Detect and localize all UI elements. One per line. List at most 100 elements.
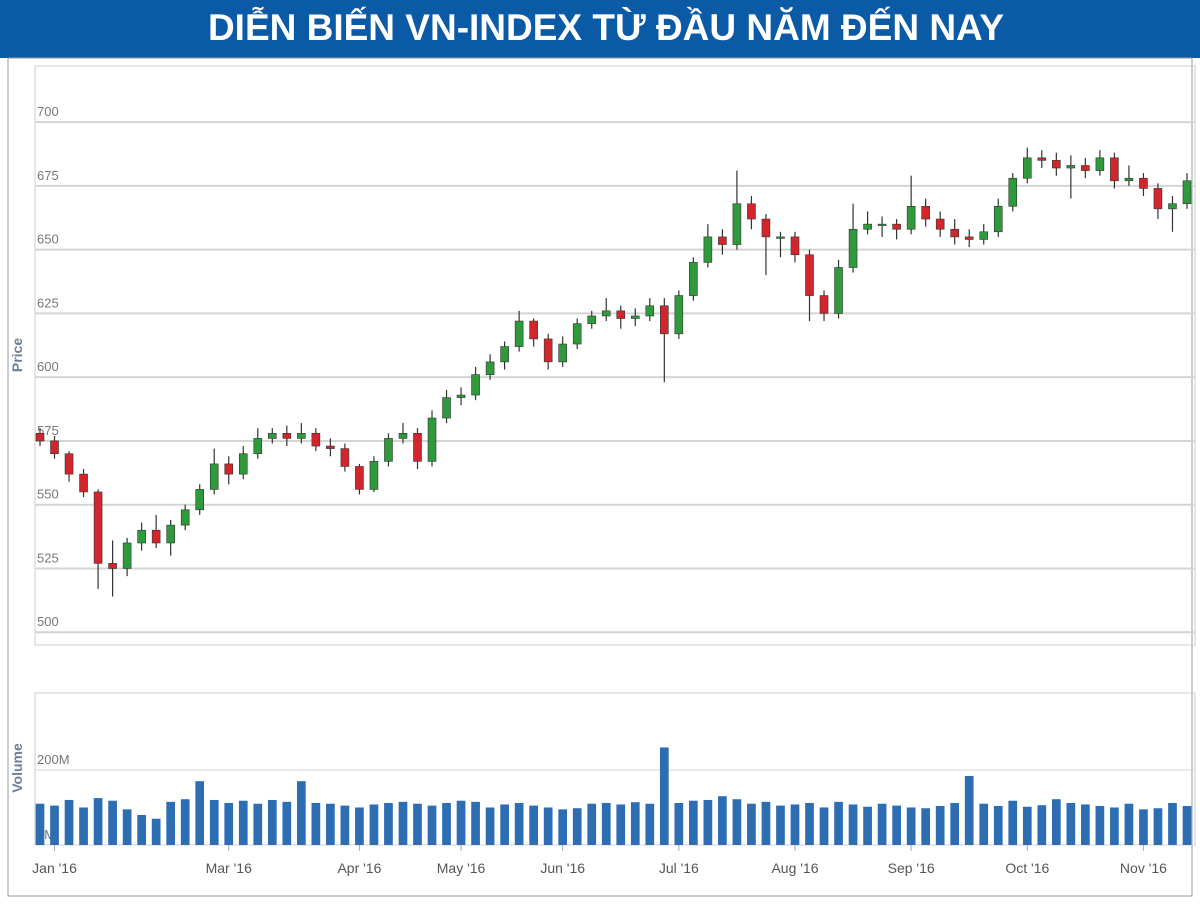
volume-axis-title: Volume: [9, 743, 25, 793]
candle-body: [137, 529, 146, 544]
volume-bar: [558, 809, 568, 845]
candle-body: [282, 432, 292, 439]
x-tick-label: Apr '16: [337, 860, 381, 876]
candle-body: [964, 236, 974, 240]
title-bar: [0, 0, 1200, 58]
y-tick-label: 550: [37, 487, 59, 502]
candle-body: [340, 448, 350, 467]
volume-bar: [848, 804, 858, 845]
candle-body: [543, 338, 553, 363]
volume-panel: [34, 692, 1196, 846]
candle-body: [1153, 188, 1163, 210]
candle-body: [1022, 157, 1032, 179]
volume-bar: [659, 747, 669, 845]
volume-bar: [1037, 805, 1047, 845]
volume-bar: [1066, 802, 1076, 845]
candle-body: [877, 223, 887, 226]
candle-body: [906, 205, 916, 230]
candle-body: [1168, 203, 1177, 210]
volume-bar: [1022, 806, 1032, 845]
candle-body: [601, 310, 611, 317]
x-tick-label: Jun '16: [540, 860, 585, 876]
candle-body: [166, 524, 175, 544]
candle-body: [558, 343, 567, 363]
candle-body: [35, 432, 45, 442]
volume-bar: [1081, 804, 1090, 845]
volume-bar: [224, 802, 234, 845]
volume-bar: [747, 803, 756, 845]
candle-body: [848, 228, 858, 268]
frame: [7, 57, 1193, 897]
volume-bar: [79, 807, 88, 845]
chart-title: DIỄN BIẾN VN-INDEX TỪ ĐẦU NĂM ĐẾN NAY: [208, 6, 1004, 48]
candle-body: [1110, 157, 1119, 182]
candle-body: [761, 218, 771, 238]
y-tick-label: 675: [37, 168, 59, 183]
candle-body: [921, 205, 930, 220]
volume-bar: [195, 781, 205, 845]
volume-bar: [166, 801, 176, 845]
candle-body: [195, 489, 205, 511]
candle-body: [834, 267, 843, 314]
volume-bar: [805, 802, 814, 845]
volume-bar: [819, 807, 829, 845]
candle-body: [790, 236, 800, 256]
candle-body: [209, 463, 219, 490]
candle-body: [122, 542, 132, 569]
volume-bar: [427, 805, 437, 845]
y-tick-label: 700: [37, 104, 59, 119]
candle-body: [108, 563, 117, 569]
x-tick-label: Sep '16: [888, 860, 935, 876]
volume-bar: [630, 802, 640, 845]
volume-bar: [863, 806, 872, 845]
candle-body: [50, 440, 59, 455]
candle-body: [64, 453, 74, 475]
candle-body: [674, 295, 684, 335]
x-tick-label: May '16: [437, 860, 486, 876]
volume-tick-label: 200M: [37, 752, 70, 767]
x-tick-label: Jan '16: [32, 860, 77, 876]
x-tick-label: Oct '16: [1005, 860, 1049, 876]
y-axis-title: Price: [9, 338, 25, 372]
candle-body: [935, 218, 945, 230]
candle-body: [514, 320, 524, 347]
volume-bar: [485, 807, 495, 845]
volume-bar: [456, 800, 466, 845]
candle-body: [456, 394, 466, 398]
volume-bar: [906, 807, 916, 845]
candle-body: [1066, 165, 1076, 169]
volume-bar: [355, 807, 364, 845]
volume-bar: [384, 802, 393, 845]
volume-bar: [935, 805, 945, 845]
candle-body: [238, 453, 248, 475]
x-tick-label: Aug '16: [771, 860, 818, 876]
candle-body: [645, 305, 655, 317]
volume-bar: [732, 799, 742, 845]
candle-body: [427, 417, 437, 462]
candle-body: [1008, 177, 1018, 207]
volume-bar: [35, 803, 45, 845]
volume-bar: [964, 775, 974, 845]
candle-body: [805, 254, 814, 296]
volume-bar: [1182, 805, 1192, 845]
volume-bar: [398, 801, 408, 845]
volume-bar: [572, 808, 582, 845]
candle-body: [485, 361, 495, 375]
volume-bar: [993, 805, 1003, 845]
candle-body: [326, 445, 335, 449]
volume-bar: [137, 814, 146, 845]
volume-bar: [718, 796, 727, 845]
volume-bar: [413, 803, 422, 845]
volume-bar: [834, 801, 843, 845]
candle-body: [224, 463, 234, 475]
y-tick-label: 600: [37, 359, 59, 374]
candle-body: [442, 397, 451, 419]
candle-body: [863, 223, 872, 230]
volume-bar: [529, 805, 539, 845]
candle-body: [660, 305, 669, 335]
candle-body: [311, 432, 321, 447]
volume-bar: [311, 802, 321, 845]
candle-body: [892, 223, 901, 230]
candle-body: [950, 228, 959, 238]
